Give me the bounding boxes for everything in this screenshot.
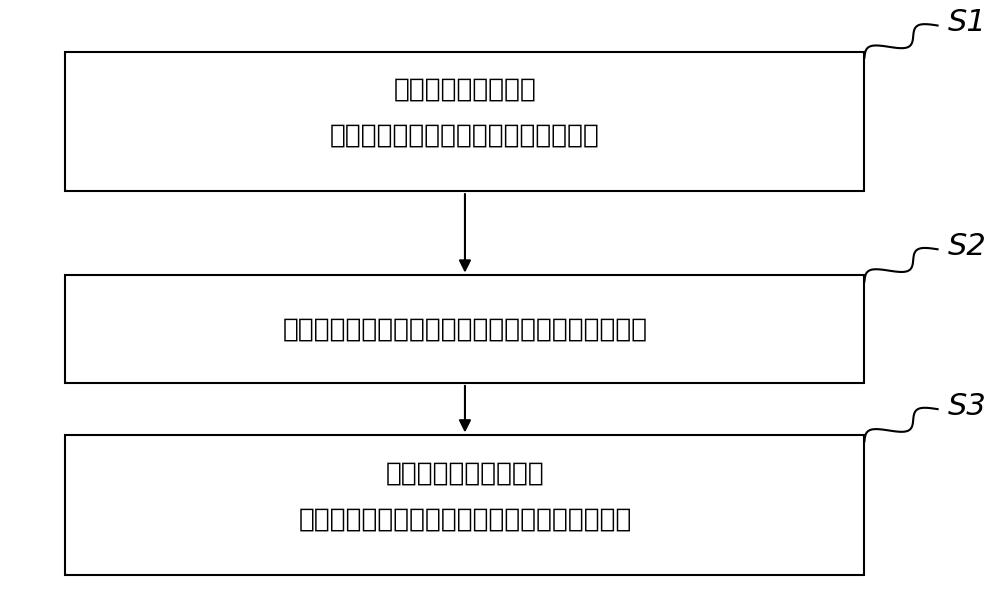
FancyBboxPatch shape [65, 275, 864, 383]
Text: S2: S2 [947, 232, 986, 261]
Text: 当判断会发生碰撞时，: 当判断会发生碰撞时， [386, 460, 544, 486]
Text: 计算车辆侧门的防撞开门角度，并发出预警信息: 计算车辆侧门的防撞开门角度，并发出预警信息 [298, 506, 632, 532]
FancyBboxPatch shape [65, 436, 864, 575]
Text: 根据所述距离信息判断车辆侧门开门是否会发生碰撞: 根据所述距离信息判断车辆侧门开门是否会发生碰撞 [282, 316, 648, 342]
Text: 当车辆停止行驶时，: 当车辆停止行驶时， [394, 76, 536, 102]
Text: S3: S3 [947, 391, 986, 420]
FancyBboxPatch shape [65, 51, 864, 191]
Text: S1: S1 [947, 8, 986, 37]
Text: 获取车辆侧门到周边障碍物的距离信息: 获取车辆侧门到周边障碍物的距离信息 [330, 123, 600, 149]
